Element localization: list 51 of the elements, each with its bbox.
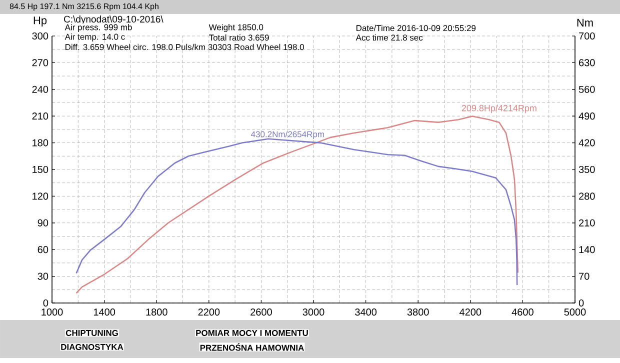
annotation: 430.2Nm/2654Rpm: [250, 131, 324, 139]
x-tick-label: 3400: [355, 308, 377, 316]
y-axis-title: Hp: [34, 16, 47, 26]
text: Date/Time 2016-10-09 20:55:29: [356, 24, 476, 32]
text: PRZENOŚNA HAMOWNIA: [200, 343, 304, 351]
y-tick-label: 60: [38, 246, 48, 254]
x-tick-label: 4200: [460, 308, 482, 316]
y2-tick-label: 420: [578, 139, 595, 146]
annotation: 209.8Hp/4214Rpm: [462, 104, 536, 114]
chart-subtitle: 84.5 Hp 197.1 Nm 3215.6 Rpm 104.4 Kph: [10, 3, 158, 11]
y-tick-label: 240: [32, 86, 48, 93]
text: CHIPTUNING: [66, 330, 118, 336]
y-tick-label: 270: [32, 59, 48, 66]
x-tick-label: 5000: [564, 308, 586, 316]
text: Weight 1850.0: [208, 24, 264, 32]
chart-title: C:\dynodat\09-10-2016\: [64, 16, 164, 24]
annotation: Air temp. 14.0 c: [64, 34, 125, 42]
text: POMIAR MOCY I MOMENTU: [196, 330, 308, 336]
y-tick-label: 300: [32, 32, 48, 40]
y2-tick-label: 280: [579, 192, 595, 200]
y2-tick-label: 70: [579, 272, 590, 280]
x-tick-label: 3800: [407, 308, 429, 316]
x-tick-label: 1800: [146, 308, 168, 316]
y2-tick-label: 630: [579, 59, 595, 66]
y2-tick-label: 0: [578, 299, 584, 307]
y2-axis-title: Nm: [577, 18, 593, 26]
y2-tick-label: 350: [578, 166, 595, 174]
y2-tick-label: 490: [578, 112, 595, 120]
y-tick-label: 0: [43, 299, 48, 307]
text: Air press. 999 mb: [64, 24, 132, 32]
x-tick-label: 2200: [198, 308, 220, 316]
y-tick-label: 30: [38, 272, 48, 280]
y2-tick-label: 700: [579, 32, 595, 40]
annotation: Diff. 3.659 Wheel circ. 198.0 Puls/km 30303 Road Wheel 198.0: [66, 44, 304, 50]
y-tick-label: 210: [32, 112, 48, 120]
y-tick-label: 120: [32, 192, 48, 200]
y2-tick-label: 140: [579, 246, 595, 254]
y-tick-label: 90: [38, 219, 48, 226]
x-tick-label: 1400: [94, 308, 116, 316]
y-tick-label: 180: [32, 139, 48, 146]
text: DIAGNOSTYKA: [61, 344, 124, 350]
x-tick-label: 1000: [42, 308, 63, 316]
y2-tick-label: 560: [578, 86, 595, 93]
x-tick-label: 4600: [512, 308, 534, 316]
y-tick-label: 150: [32, 166, 48, 174]
line-series: [76, 138, 518, 286]
x-tick-label: 3000: [302, 308, 324, 316]
y2-tick-label: 210: [579, 219, 595, 226]
annotation: Total ratio 3.659: [208, 34, 269, 41]
x-tick-label: 2600: [250, 308, 272, 316]
annotation: Acc time 21.8 sec: [356, 34, 423, 41]
